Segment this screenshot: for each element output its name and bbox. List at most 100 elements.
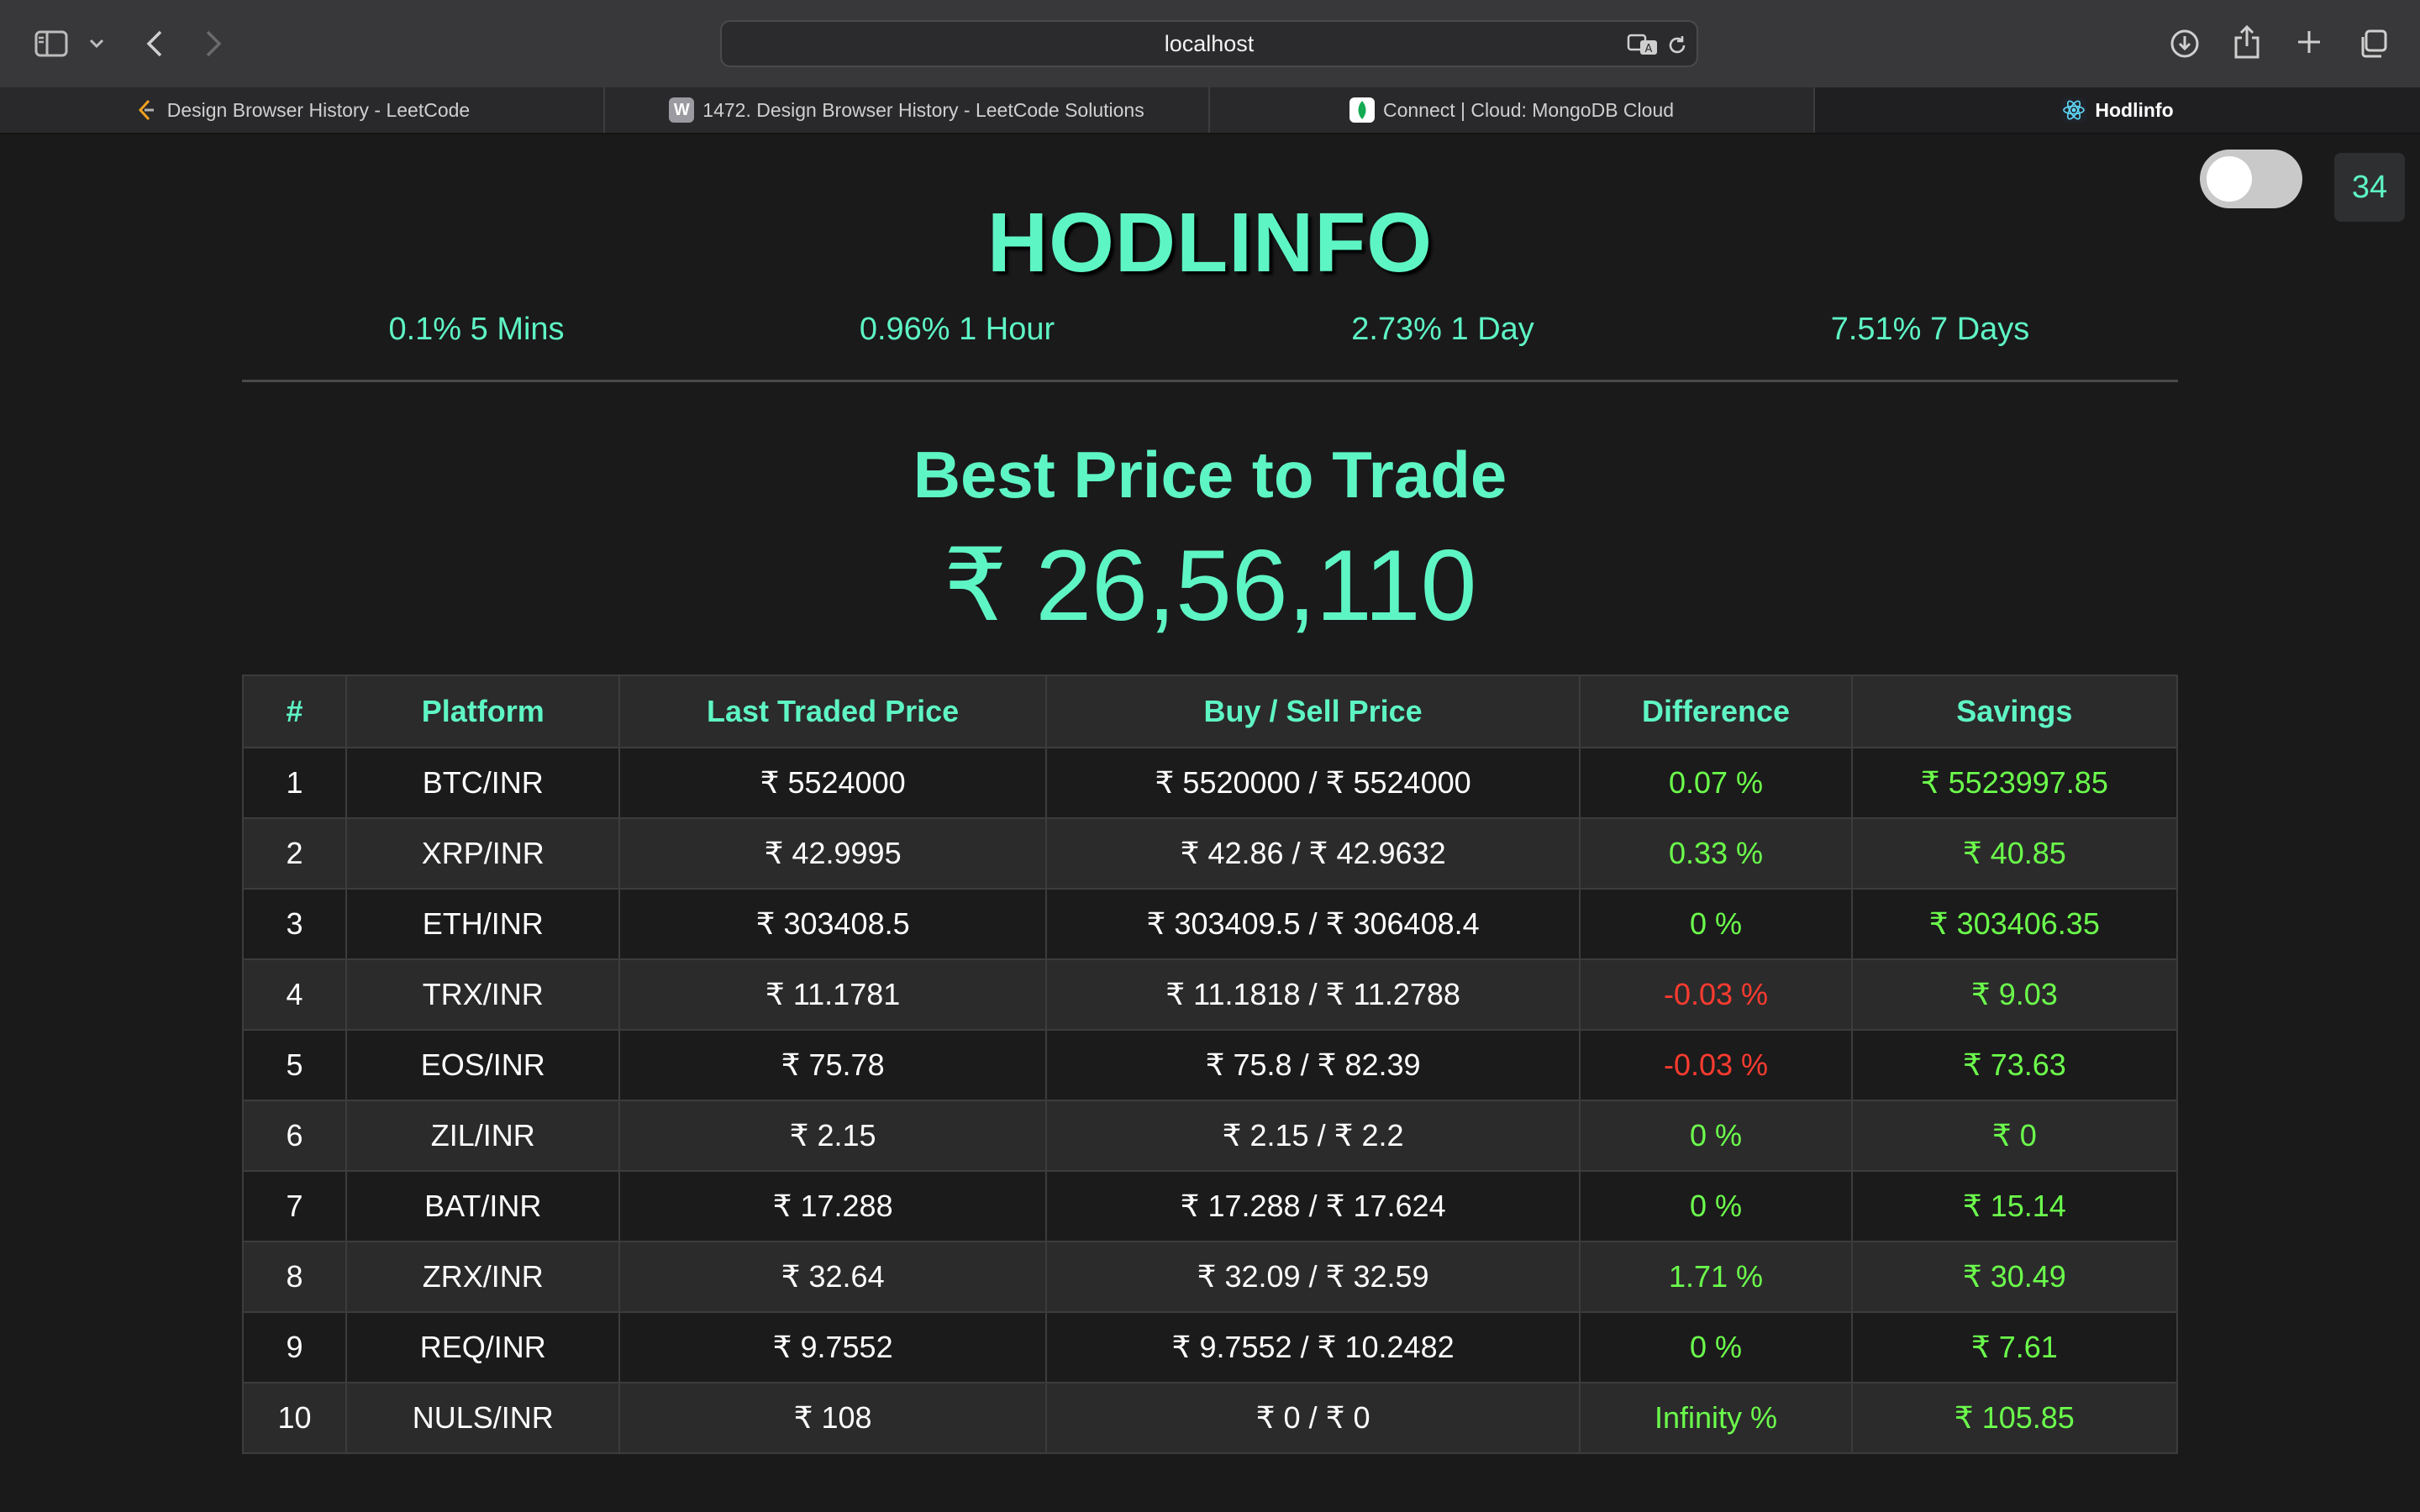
cell-buy-sell: ₹ 2.15 / ₹ 2.2 <box>1044 1100 1581 1172</box>
svg-text:A: A <box>1645 43 1653 55</box>
cell-savings: ₹ 73.63 <box>1850 1029 2179 1101</box>
cell-buy-sell: ₹ 0 / ₹ 0 <box>1044 1382 1581 1454</box>
cell-platform: ETH/INR <box>345 888 621 960</box>
leetcode-icon <box>134 97 159 123</box>
address-bar[interactable]: localhost A <box>720 20 1698 67</box>
tab-overview-icon[interactable] <box>2354 25 2391 62</box>
table-row: 7 BAT/INR ₹ 17.288 ₹ 17.288 / ₹ 17.624 0 % ₹ … <box>241 1170 2179 1242</box>
cell-difference: 0 % <box>1579 1311 1853 1383</box>
stat-1-hour: 0.96% 1 Hour <box>859 311 1055 347</box>
tab-mongodb[interactable]: Connect | Cloud: MongoDB Cloud <box>1210 87 1815 133</box>
cell-buy-sell: ₹ 75.8 / ₹ 82.39 <box>1044 1029 1581 1101</box>
react-icon <box>2061 97 2087 123</box>
cell-difference: 0 % <box>1579 1100 1853 1172</box>
tab-hodlinfo[interactable]: Hodlinfo <box>1815 87 2420 133</box>
tab-title: Hodlinfo <box>2095 98 2174 121</box>
forward-icon[interactable] <box>198 25 229 62</box>
brand-title: HODLINFO <box>986 196 1434 290</box>
cell-difference: 1.71 % <box>1579 1241 1853 1313</box>
cell-savings: ₹ 15.14 <box>1850 1170 2179 1242</box>
w-icon: W <box>669 97 695 123</box>
cell-rank: 9 <box>241 1311 348 1383</box>
cell-platform: BTC/INR <box>345 747 621 819</box>
cell-last-price: ₹ 42.9995 <box>618 817 1047 890</box>
tab-leetcode-solutions[interactable]: W 1472. Design Browser History - LeetCod… <box>605 87 1210 133</box>
cell-rank: 2 <box>241 817 348 890</box>
cell-savings: ₹ 5523997.85 <box>1850 747 2179 819</box>
column-header-last-price: Last Traded Price <box>618 675 1047 748</box>
refresh-timer: 34 <box>2334 153 2405 222</box>
stat-5-mins: 0.1% 5 Mins <box>388 311 565 347</box>
column-header-platform: Platform <box>345 675 621 748</box>
cell-rank: 3 <box>241 888 348 960</box>
cell-last-price: ₹ 75.78 <box>618 1029 1047 1101</box>
tab-title: 1472. Design Browser History - LeetCode … <box>702 98 1144 121</box>
cell-last-price: ₹ 2.15 <box>618 1100 1047 1172</box>
translate-icon[interactable]: A <box>1626 32 1660 57</box>
tab-title: Connect | Cloud: MongoDB Cloud <box>1382 98 1675 121</box>
price-change-stats: 0.1% 5 Mins 0.96% 1 Hour 2.73% 1 Day 7.5… <box>0 306 2420 353</box>
sidebar-toggle-icon[interactable] <box>32 27 71 60</box>
chevron-down-icon[interactable] <box>86 34 108 54</box>
column-header-rank: # <box>241 675 348 748</box>
cell-last-price: ₹ 17.288 <box>618 1170 1047 1242</box>
cell-savings: ₹ 0 <box>1850 1100 2179 1172</box>
column-header-savings: Savings <box>1850 675 2179 748</box>
cell-platform: BAT/INR <box>345 1170 621 1242</box>
cell-platform: ZRX/INR <box>345 1241 621 1313</box>
cell-difference: Infinity % <box>1579 1382 1853 1454</box>
cell-last-price: ₹ 108 <box>618 1382 1047 1454</box>
downloads-icon[interactable] <box>2166 25 2203 62</box>
cell-rank: 1 <box>241 747 348 819</box>
browser-toolbar: localhost A <box>0 0 2420 87</box>
cell-platform: NULS/INR <box>345 1382 621 1454</box>
table-header-row: # Platform Last Traded Price Buy / Sell … <box>241 675 2179 748</box>
divider <box>242 380 2178 382</box>
cell-buy-sell: ₹ 42.86 / ₹ 42.9632 <box>1044 817 1581 890</box>
cell-savings: ₹ 9.03 <box>1850 958 2179 1031</box>
cell-buy-sell: ₹ 5520000 / ₹ 5524000 <box>1044 747 1581 819</box>
best-price-title: Best Price to Trade <box>913 438 1507 512</box>
cell-platform: ZIL/INR <box>345 1100 621 1172</box>
cell-platform: REQ/INR <box>345 1311 621 1383</box>
cell-last-price: ₹ 32.64 <box>618 1241 1047 1313</box>
column-header-buy-sell: Buy / Sell Price <box>1044 675 1581 748</box>
reload-icon[interactable] <box>1665 34 1690 57</box>
cell-difference: -0.03 % <box>1579 1029 1853 1101</box>
table-row: 1 BTC/INR ₹ 5524000 ₹ 5520000 / ₹ 5524000 0.… <box>241 747 2179 819</box>
best-price-value: ₹ 26,56,110 <box>943 529 1477 642</box>
stat-1-day: 2.73% 1 Day <box>1351 311 1534 347</box>
tab-leetcode[interactable]: Design Browser History - LeetCode <box>0 87 605 133</box>
table-row: 6 ZIL/INR ₹ 2.15 ₹ 2.15 / ₹ 2.2 0 % ₹ 0 <box>241 1100 2179 1172</box>
theme-toggle[interactable] <box>2200 150 2302 208</box>
cell-rank: 10 <box>241 1382 348 1454</box>
column-header-difference: Difference <box>1579 675 1853 748</box>
table-row: 2 XRP/INR ₹ 42.9995 ₹ 42.86 / ₹ 42.9632 0.33… <box>241 817 2179 890</box>
tab-bar: Design Browser History - LeetCode W 1472… <box>0 87 2420 134</box>
mongodb-leaf-icon <box>1349 97 1375 123</box>
back-icon[interactable] <box>139 25 170 62</box>
cell-last-price: ₹ 11.1781 <box>618 958 1047 1031</box>
table-row: 3 ETH/INR ₹ 303408.5 ₹ 303409.5 / ₹ 306408.… <box>241 888 2179 960</box>
tab-title: Design Browser History - LeetCode <box>166 98 471 121</box>
toggle-knob <box>2207 156 2252 202</box>
cell-savings: ₹ 7.61 <box>1850 1311 2179 1383</box>
cell-buy-sell: ₹ 11.1818 / ₹ 11.2788 <box>1044 958 1581 1031</box>
cell-savings: ₹ 303406.35 <box>1850 888 2179 960</box>
cell-difference: 0 % <box>1579 1170 1853 1242</box>
cell-buy-sell: ₹ 17.288 / ₹ 17.624 <box>1044 1170 1581 1242</box>
cell-platform: TRX/INR <box>345 958 621 1031</box>
cell-buy-sell: ₹ 9.7552 / ₹ 10.2482 <box>1044 1311 1581 1383</box>
cell-difference: -0.03 % <box>1579 958 1853 1031</box>
cell-difference: 0.33 % <box>1579 817 1853 890</box>
cell-difference: 0 % <box>1579 888 1853 960</box>
cell-savings: ₹ 105.85 <box>1850 1382 2179 1454</box>
cell-buy-sell: ₹ 303409.5 / ₹ 306408.4 <box>1044 888 1581 960</box>
cell-savings: ₹ 40.85 <box>1850 817 2179 890</box>
table-row: 4 TRX/INR ₹ 11.1781 ₹ 11.1818 / ₹ 11.2788 -0… <box>241 958 2179 1031</box>
table-row: 9 REQ/INR ₹ 9.7552 ₹ 9.7552 / ₹ 10.2482 0 % ₹… <box>241 1311 2179 1383</box>
share-icon[interactable] <box>2228 22 2265 62</box>
cell-savings: ₹ 30.49 <box>1850 1241 2179 1313</box>
table-row: 10 NULS/INR ₹ 108 ₹ 0 / ₹ 0 Infinity % ₹ 105.… <box>241 1382 2179 1454</box>
new-tab-icon[interactable] <box>2292 25 2326 59</box>
